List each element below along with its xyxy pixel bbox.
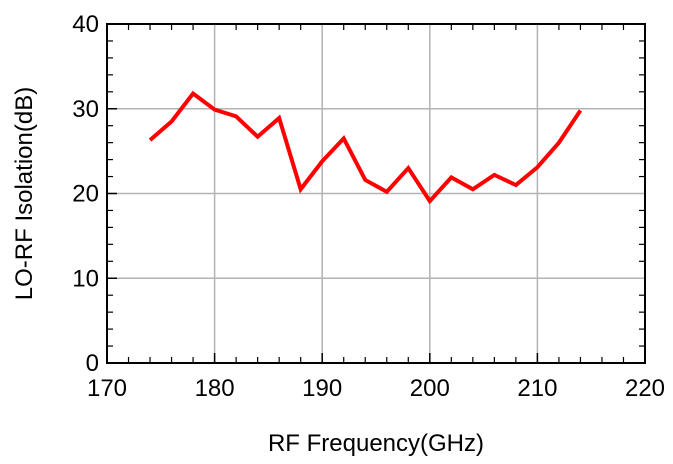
plot-frame bbox=[106, 23, 646, 364]
y-tick-label: 40 bbox=[72, 11, 99, 38]
y-tick-label: 0 bbox=[86, 350, 99, 377]
x-tick-label: 170 bbox=[87, 375, 127, 402]
x-tick-label: 180 bbox=[195, 375, 235, 402]
y-tick-label: 20 bbox=[72, 181, 99, 208]
tick-labels: 170 180 190 200 210 220 0 10 20 30 40 bbox=[72, 11, 665, 402]
y-tick-label: 10 bbox=[72, 265, 99, 292]
x-tick-label: 200 bbox=[410, 375, 450, 402]
series-layer bbox=[148, 90, 583, 205]
x-axis-title: RF Frequency(GHz) bbox=[268, 430, 484, 457]
grid bbox=[107, 24, 645, 363]
y-axis-title: LO-RF Isolation(dB) bbox=[11, 87, 38, 300]
x-tick-label: 210 bbox=[517, 375, 557, 402]
y-tick-label: 30 bbox=[72, 96, 99, 123]
x-tick-label: 190 bbox=[302, 375, 342, 402]
x-tick-label: 220 bbox=[625, 375, 665, 402]
series-line bbox=[148, 90, 583, 205]
